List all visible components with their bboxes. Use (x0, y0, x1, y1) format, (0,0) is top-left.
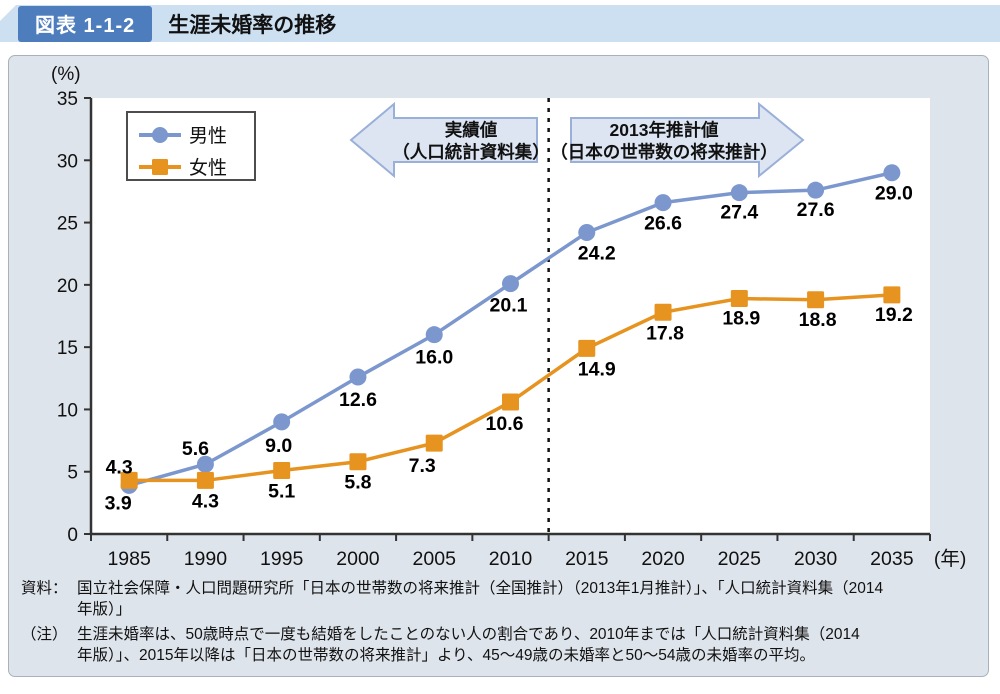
figure-title: 生涯未婚率の推移 (168, 13, 337, 37)
chart-notes: 資料： 国立社会保障・人口問題研究所「日本の世帯数の将来推計（全国推計）（201… (9, 574, 988, 666)
male-point-1990 (196, 455, 214, 473)
male-value-label-1985: 3.9 (105, 492, 132, 514)
male-point-2025 (730, 184, 748, 202)
male-value-label-2020: 26.6 (644, 213, 682, 235)
actual-arrow (349, 101, 538, 179)
y-axis-unit-label: (%) (51, 64, 81, 85)
y-tick-label: 20 (57, 276, 78, 297)
x-tick-label: 2010 (489, 548, 533, 570)
explanatory-note: （注） 生涯未婚率は、50歳時点で一度も結婚をしたことのない人の割合であり、20… (21, 624, 976, 666)
x-tick-label: 1995 (260, 548, 304, 570)
female-point-1985 (120, 471, 138, 489)
source-label: 資料： (21, 580, 68, 597)
female-value-label-2030: 18.8 (799, 309, 837, 331)
female-value-label-2000: 5.8 (344, 472, 371, 494)
female-point-2015 (578, 339, 596, 357)
legend-male-marker (152, 127, 168, 143)
note-label: （注） (21, 626, 68, 643)
female-value-label-2005: 7.3 (409, 455, 436, 477)
legend-female-marker (152, 159, 168, 175)
female-point-2000 (349, 453, 367, 471)
y-tick-label: 5 (67, 463, 78, 484)
female-value-label-1990: 4.3 (192, 490, 219, 512)
male-value-label-2005: 16.0 (415, 347, 453, 369)
legend-male-label: 男性 (189, 125, 227, 147)
male-value-label-2030: 27.6 (797, 199, 835, 221)
female-value-label-2015: 14.9 (578, 358, 616, 380)
actual-label-line-2: （人口統計資料集） (392, 142, 550, 162)
female-point-2005 (425, 434, 443, 452)
x-tick-label: 2025 (718, 548, 762, 570)
chart-panel: 0 5 10 15 20 25 30 35 (%) 1985 1990 1995 2000 2005 201… (8, 55, 989, 677)
male-point-2020 (654, 194, 672, 212)
female-point-1995 (273, 461, 291, 479)
x-tick-label: 2000 (336, 548, 380, 570)
female-value-label-1995: 5.1 (268, 480, 295, 502)
female-point-2010 (502, 393, 519, 411)
note-line-2: 年版）」、2015年以降は「日本の世帯数の将来推計」より、45〜49歳の未婚率と… (77, 647, 816, 664)
male-point-2035 (883, 164, 901, 182)
male-point-2030 (807, 181, 825, 199)
x-tick-label: 1990 (184, 548, 228, 570)
female-value-label-2020: 17.8 (646, 322, 684, 344)
y-tick-label: 15 (57, 338, 78, 359)
male-point-2010 (502, 275, 519, 293)
female-point-1990 (196, 471, 214, 489)
male-value-label-1990: 5.6 (182, 438, 209, 460)
projection-arrow (570, 101, 805, 179)
female-point-2020 (654, 303, 672, 321)
male-point-2000 (349, 368, 367, 386)
male-point-2005 (425, 326, 443, 344)
female-value-label-2035: 19.2 (875, 304, 913, 326)
actual-label-line-1: 実績値 (445, 120, 498, 140)
y-tick-label: 30 (57, 151, 78, 172)
series-female: 4.3 4.3 5.1 5.8 7.3 10.6 14.9 17.8 18.9 18.8 19.2 (106, 286, 913, 512)
source-note: 資料： 国立社会保障・人口問題研究所「日本の世帯数の将来推計（全国推計）（201… (21, 578, 976, 620)
figure-header: 図表 1-1-2 生涯未婚率の推移 (0, 5, 1000, 42)
x-tick-label: 2015 (565, 548, 609, 570)
y-tick-label: 0 (67, 525, 78, 546)
male-value-label-2025: 27.4 (720, 202, 758, 224)
x-tick-label: 2030 (794, 548, 838, 570)
male-value-label-2035: 29.0 (875, 183, 913, 205)
x-tick-label: 2020 (641, 548, 685, 570)
y-tick-label: 10 (57, 400, 78, 421)
projection-label-line-2: （日本の世帯数の将来推計） (550, 142, 778, 162)
projection-label-line-1: 2013年推計値 (610, 120, 719, 140)
female-point-2030 (807, 291, 825, 309)
y-tick-label: 25 (57, 214, 78, 235)
male-value-label-2000: 12.6 (339, 389, 377, 411)
male-point-2015 (578, 224, 596, 242)
male-point-1995 (273, 413, 291, 431)
x-tick-label: 2035 (870, 548, 914, 570)
female-value-label-1985: 4.3 (106, 456, 133, 478)
legend-female-label: 女性 (189, 157, 227, 179)
source-line-1: 国立社会保障・人口問題研究所「日本の世帯数の将来推計（全国推計）（2013年1月… (77, 580, 884, 597)
female-value-label-2010: 10.6 (486, 413, 524, 435)
y-tick-label: 35 (57, 89, 78, 110)
female-value-label-2025: 18.9 (722, 308, 760, 330)
female-point-2025 (730, 290, 748, 308)
male-value-label-1995: 9.0 (265, 435, 292, 457)
x-tick-label: 2005 (413, 548, 457, 570)
x-axis-unit-label: (年) (934, 548, 967, 570)
male-value-label-2010: 20.1 (490, 295, 528, 317)
male-value-label-2015: 24.2 (578, 243, 616, 265)
figure-number-badge: 図表 1-1-2 (18, 5, 153, 42)
source-line-2: 年版）」 (77, 601, 132, 618)
female-point-2035 (883, 286, 901, 304)
x-tick-label: 1985 (107, 548, 151, 570)
series-male: 3.9 5.6 9.0 12.6 16.0 20.1 24.2 26.6 27.4 27.6 29.… (105, 164, 913, 514)
note-line-1: 生涯未婚率は、50歳時点で一度も結婚をしたことのない人の割合であり、2010年ま… (77, 626, 860, 643)
